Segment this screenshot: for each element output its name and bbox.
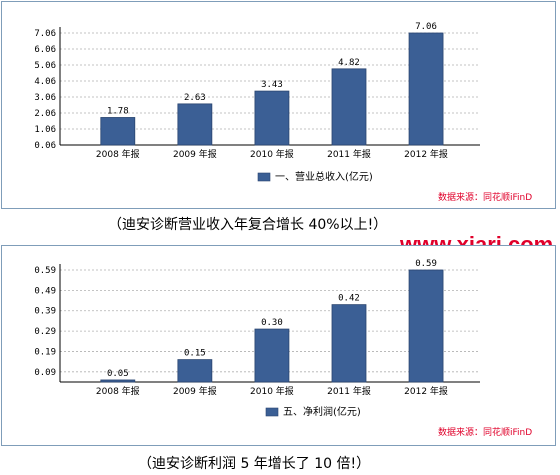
revenue-value-label: 7.06	[415, 22, 437, 32]
revenue-caption: （迪安诊断营业收入年复合增长 40%以上!）	[108, 217, 388, 233]
revenue-y-tick-label: 5.06	[34, 61, 56, 71]
revenue-bar	[100, 117, 136, 146]
revenue-value-label: 4.82	[338, 58, 360, 68]
revenue-legend-swatch	[257, 172, 271, 182]
profit-y-tick-label: 0.39	[34, 307, 56, 317]
profit-value-label: 0.30	[261, 318, 283, 328]
revenue-value-label: 3.43	[261, 80, 283, 90]
profit-bar	[254, 328, 290, 383]
profit-y-tick-label: 0.29	[34, 327, 56, 337]
revenue-y-tick-label: 6.06	[34, 45, 56, 55]
profit-value-label: 0.05	[107, 369, 129, 379]
revenue-value-label: 1.78	[107, 106, 129, 116]
revenue-legend-label: 一、营业总收入(亿元)	[275, 170, 373, 183]
revenue-x-tick-label: 2009 年报	[173, 148, 217, 160]
revenue-data-source: 数据来源：同花顺iFinD	[438, 193, 533, 203]
revenue-bar	[331, 68, 367, 146]
profit-legend-label: 五、净利润(亿元)	[283, 405, 361, 418]
revenue-y-tick-label: 7.06	[34, 29, 56, 39]
profit-chart: 0.59 0.49 0.39 0.29 0.19 0.09 0.05 2008 年报 0.15 2…	[34, 259, 480, 418]
profit-bar	[331, 304, 367, 383]
profit-y-tick-label: 0.59	[34, 266, 56, 276]
revenue-y-tick-label: 1.06	[34, 125, 56, 135]
profit-y-tick-label: 0.09	[34, 368, 56, 378]
profit-y-tick-label: 0.49	[34, 286, 56, 296]
revenue-y-tick-label: 0.06	[34, 141, 56, 151]
profit-legend-swatch	[265, 407, 279, 417]
profit-bar	[408, 269, 444, 383]
revenue-chart-panel: 7.06 6.06 5.06 4.06 3.06 2.06 1.06 0.06 1.78 2008…	[1, 1, 556, 209]
revenue-bar	[254, 90, 290, 146]
profit-chart-panel: 0.59 0.49 0.39 0.29 0.19 0.09 0.05 2008 年报 0.15 2…	[1, 245, 556, 446]
profit-value-label: 0.15	[184, 349, 206, 359]
revenue-y-tick-label: 3.06	[34, 93, 56, 103]
profit-data-source: 数据来源：同花顺iFinD	[438, 428, 533, 438]
profit-bar	[177, 359, 213, 383]
revenue-chart: 7.06 6.06 5.06 4.06 3.06 2.06 1.06 0.06 1.78 2008…	[34, 22, 480, 183]
revenue-bar	[177, 103, 213, 146]
revenue-x-tick-label: 2011 年报	[327, 148, 371, 160]
revenue-value-label: 2.63	[184, 93, 206, 103]
revenue-x-tick-label: 2008 年报	[96, 148, 140, 160]
revenue-x-tick-label: 2010 年报	[250, 148, 294, 160]
profit-y-tick-label: 0.19	[34, 347, 56, 357]
revenue-y-tick-label: 2.06	[34, 109, 56, 119]
profit-x-tick-label: 2011 年报	[327, 385, 371, 397]
profit-bar	[100, 379, 136, 383]
profit-x-tick-label: 2010 年报	[250, 385, 294, 397]
profit-x-tick-label: 2009 年报	[173, 385, 217, 397]
profit-value-label: 0.59	[415, 259, 437, 269]
revenue-bar	[408, 32, 444, 146]
profit-value-label: 0.42	[338, 294, 360, 304]
revenue-x-tick-label: 2012 年报	[404, 148, 448, 160]
profit-x-tick-label: 2008 年报	[96, 385, 140, 397]
profit-x-tick-label: 2012 年报	[404, 385, 448, 397]
profit-caption: （迪安诊断利润 5 年增长了 10 倍!）	[138, 456, 371, 472]
revenue-y-tick-label: 4.06	[34, 77, 56, 87]
